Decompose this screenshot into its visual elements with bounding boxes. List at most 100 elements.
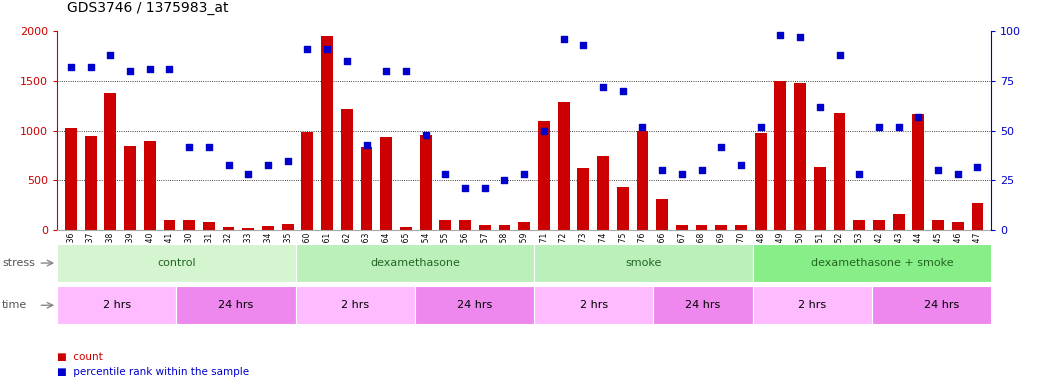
Bar [296, 286, 415, 324]
Point [161, 66, 177, 72]
Text: dexamethasone + smoke: dexamethasone + smoke [811, 258, 953, 268]
Bar [459, 220, 471, 230]
Point [674, 171, 690, 177]
Bar [794, 83, 807, 230]
Point [950, 171, 966, 177]
Bar [774, 81, 787, 230]
Text: 2 hrs: 2 hrs [579, 300, 608, 310]
Point [930, 167, 947, 174]
Bar [176, 286, 296, 324]
Bar [636, 131, 649, 230]
Bar [296, 244, 535, 282]
Bar [57, 244, 296, 282]
Bar [340, 109, 353, 230]
Point [141, 66, 158, 72]
Bar [321, 36, 333, 230]
Text: time: time [2, 300, 27, 310]
Point [437, 171, 454, 177]
Point [417, 131, 434, 137]
Point [319, 46, 335, 52]
Point [220, 161, 237, 167]
Point [476, 185, 493, 192]
Text: 24 hrs: 24 hrs [218, 300, 253, 310]
Bar [656, 199, 668, 230]
Point [496, 177, 513, 184]
Point [891, 124, 907, 130]
Bar [577, 167, 590, 230]
Point [398, 68, 414, 74]
Bar [814, 167, 826, 230]
Text: 2 hrs: 2 hrs [798, 300, 826, 310]
Text: dexamethasone: dexamethasone [370, 258, 460, 268]
Bar [400, 227, 412, 230]
Bar [735, 225, 747, 230]
Bar [164, 220, 175, 230]
Bar [419, 134, 432, 230]
Point [378, 68, 394, 74]
Bar [535, 244, 753, 282]
Point [753, 124, 769, 130]
Point [792, 34, 809, 40]
Bar [715, 225, 728, 230]
Point [536, 127, 552, 134]
Point [279, 157, 296, 164]
Bar [57, 286, 176, 324]
Bar [380, 137, 392, 230]
Bar [755, 132, 767, 230]
Point [910, 114, 927, 120]
Bar [972, 204, 983, 230]
Bar [85, 136, 97, 230]
Text: 2 hrs: 2 hrs [103, 300, 131, 310]
Text: 24 hrs: 24 hrs [924, 300, 959, 310]
Bar [753, 244, 1011, 282]
Point [851, 171, 868, 177]
Bar [281, 224, 294, 230]
Bar [952, 222, 963, 230]
Point [812, 104, 828, 110]
Bar [184, 220, 195, 230]
Bar [439, 220, 452, 230]
Point [457, 185, 473, 192]
Bar [535, 286, 653, 324]
Text: stress: stress [2, 258, 35, 268]
Point [871, 124, 887, 130]
Bar [853, 220, 865, 230]
Bar [676, 225, 688, 230]
Bar [653, 286, 753, 324]
Point [358, 141, 375, 147]
Point [121, 68, 138, 74]
Text: ■  percentile rank within the sample: ■ percentile rank within the sample [57, 367, 249, 377]
Bar [557, 102, 570, 230]
Point [614, 88, 631, 94]
Bar [301, 132, 313, 230]
Bar [597, 156, 609, 230]
Bar [872, 286, 1011, 324]
Point [82, 64, 99, 70]
Bar [617, 187, 629, 230]
Point [693, 167, 710, 174]
Bar [873, 220, 884, 230]
Point [62, 64, 79, 70]
Bar [125, 146, 136, 230]
Bar [932, 220, 944, 230]
Text: ■  count: ■ count [57, 352, 103, 362]
Bar [360, 147, 373, 230]
Point [102, 51, 118, 58]
Bar [415, 286, 535, 324]
Point [969, 164, 986, 170]
Bar [695, 225, 708, 230]
Bar [834, 113, 845, 230]
Point [713, 144, 730, 150]
Text: control: control [157, 258, 195, 268]
Point [772, 31, 789, 38]
Bar [144, 141, 156, 230]
Point [260, 161, 276, 167]
Point [240, 171, 256, 177]
Text: 2 hrs: 2 hrs [342, 300, 370, 310]
Bar [242, 228, 254, 230]
Point [654, 167, 671, 174]
Point [516, 171, 532, 177]
Point [299, 46, 316, 52]
Bar [203, 222, 215, 230]
Bar [498, 225, 511, 230]
